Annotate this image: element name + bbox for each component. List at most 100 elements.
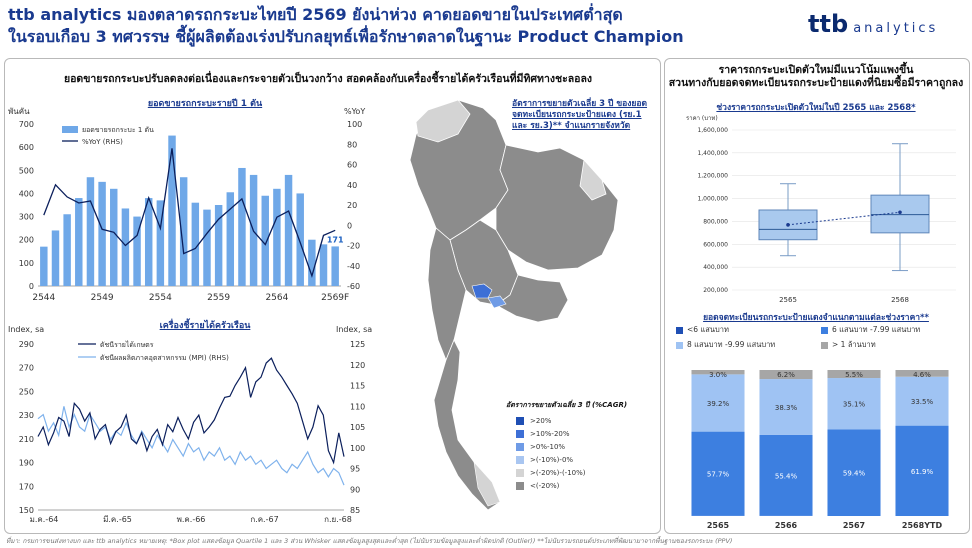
chart2-ylabel: Index, sa xyxy=(8,325,44,334)
chart2-y2tick: 90 xyxy=(350,485,360,494)
chart1-bar xyxy=(98,181,106,286)
chart3-ytick: 800,000 xyxy=(703,218,728,225)
map-legend-label: >(-20%)-(-10%) xyxy=(530,468,586,477)
chart1-bar xyxy=(51,230,60,286)
chart4-legend-swatch xyxy=(676,341,683,349)
chart1-y2label: %YoY xyxy=(344,107,365,116)
chart1-ytick: 400 xyxy=(19,189,34,198)
chart4-legend-item: 8 แสนบาท -9.99 แสนบาท xyxy=(676,339,821,351)
chart2-ytick: 170 xyxy=(19,482,34,491)
chart3-ytick: 1,000,000 xyxy=(697,196,728,203)
map-legend-item: >0%-10% xyxy=(516,440,656,453)
chart1-bar xyxy=(296,193,304,286)
chart4-svg: 0.1%57.7%39.2%3.0%25650.1%55.4%38.3%6.2%… xyxy=(691,370,949,530)
chart3-ytick: 1,200,000 xyxy=(697,173,728,180)
chart4-legend-item: > 1 ล้านบาท xyxy=(821,339,966,351)
chart1-bar xyxy=(284,174,293,286)
chart4-segment xyxy=(827,378,881,430)
map-legend-swatch xyxy=(516,455,524,464)
right-panel-heading: ราคารถกระบะเปิดตัวใหม่มีแนวโน้มแพงขึ้น ส… xyxy=(668,64,964,90)
chart1-legend-bar-label: ยอดขายรถกระบะ 1 ตัน xyxy=(82,126,154,134)
chart2-ytick: 150 xyxy=(19,506,34,515)
right-heading-line-2: สวนทางกับยอดจดทะเบียนรถกระบะป้ายแดงที่นิ… xyxy=(668,77,964,89)
map-north-light-area xyxy=(415,99,471,143)
left-panel-heading: ยอดขายรถกระบะปรับลดลงต่อเนื่องและกระจายต… xyxy=(63,73,593,85)
chart1-bar xyxy=(179,177,188,286)
right-heading-line-1: ราคารถกระบะเปิดตัวใหม่มีแนวโน้มแพงขึ้น xyxy=(718,64,914,76)
chart1-annotation: 171 xyxy=(327,235,344,244)
map-legend-swatch xyxy=(516,416,524,425)
map-legend-swatch xyxy=(516,468,524,477)
chart4-data-label: 39.2% xyxy=(707,400,730,408)
chart2-ytick: 210 xyxy=(19,435,34,444)
chart1-bar xyxy=(40,246,48,286)
chart1-bar xyxy=(121,208,130,286)
title-line-1: ttb analytics มองตลาดรถกระบะไทยปี 2569 ย… xyxy=(8,5,623,24)
chart2-xtick: พ.ค.-66 xyxy=(177,515,206,524)
chart4-legend-item: <6 แสนบาท xyxy=(676,324,821,336)
chart2-ytick: 290 xyxy=(19,340,34,349)
chart4-segment xyxy=(759,434,813,516)
thailand-map xyxy=(409,99,619,511)
chart2-y2tick: 110 xyxy=(350,402,365,411)
chart1-ytick: 600 xyxy=(19,143,34,152)
chart1-ylabel: พันคัน xyxy=(8,107,30,116)
chart3-xtick: 2568 xyxy=(891,296,909,304)
chart4-legend: <6 แสนบาท 6 แสนบาท -7.99 แสนบาท 8 แสนบาท -… xyxy=(676,324,966,351)
chart1-y2tick: -40 xyxy=(347,262,360,271)
chart1-bar xyxy=(168,135,176,286)
chart2-y2label: Index, sa xyxy=(336,325,372,334)
map-legend-label: >(-10%)-0% xyxy=(530,455,574,464)
chart1-bar xyxy=(226,192,235,286)
map-legend-swatch xyxy=(516,481,524,490)
chart2-y2tick: 85 xyxy=(350,506,360,515)
chart3-ytick: 400,000 xyxy=(703,264,728,271)
map-highlight-provinces xyxy=(471,283,493,299)
chart2-legend-s2-label: ดัชนีผลผลิตภาคอุตสาหกรรม (MPI) (RHS) xyxy=(100,354,229,362)
chart1-bar xyxy=(86,177,95,286)
chart4-segment xyxy=(691,431,745,516)
chart4-xtick: 2567 xyxy=(843,521,865,530)
title-line-2: ในรอบเกือบ 3 ทศวรรษ ชี้ผู้ผลิตต้องเร่งปร… xyxy=(8,27,684,46)
chart1-y2tick: 40 xyxy=(347,181,357,190)
chart4-segment xyxy=(895,370,949,377)
chart4-xtick: 2566 xyxy=(775,521,798,530)
chart1-bar xyxy=(110,188,118,286)
chart1-xtick: 2569F xyxy=(321,293,349,303)
chart1-y2tick: 80 xyxy=(347,140,357,149)
chart1-title: ยอดขายรถกระบะรายปี 1 ตัน xyxy=(147,99,263,109)
chart1-xtick: 2549 xyxy=(91,293,114,303)
chart1-bar xyxy=(214,205,223,286)
chart1-bar xyxy=(319,244,328,286)
chart1-bar xyxy=(75,198,83,286)
chart4-data-label: 35.1% xyxy=(843,401,866,409)
chart1-xtick: 2559 xyxy=(207,293,230,303)
chart1-y2tick: 100 xyxy=(347,120,362,129)
map-legend-item: >20% xyxy=(516,414,656,427)
chart4-segment xyxy=(691,374,745,432)
chart1-ytick: 300 xyxy=(19,213,34,222)
chart1-bar xyxy=(273,188,281,286)
map-legend-item: <(-20%) xyxy=(516,479,656,492)
footnote: ที่มา: กรมการขนส่งทางบก และ ttb analytic… xyxy=(6,537,733,545)
chart4-legend-label: > 1 ล้านบาท xyxy=(832,340,876,349)
chart1-ytick: 100 xyxy=(19,259,34,268)
chart4-data-label: 59.4% xyxy=(843,470,866,478)
chart3-title: ช่วงราคารถกระบะเปิดตัวใหม่ในปี 2565 และ … xyxy=(716,103,916,113)
chart1-legend-line-label: %YoY (RHS) xyxy=(82,138,123,146)
logo-brand: ttb xyxy=(808,10,849,38)
chart3-ytick: 1,600,000 xyxy=(697,127,728,134)
chart3-xtick: 2565 xyxy=(779,296,797,304)
chart4-segment xyxy=(691,370,745,375)
chart2-farm-income-line xyxy=(37,357,345,465)
chart2-title: เครื่องชี้รายได้ครัวเรือน xyxy=(159,321,251,331)
chart1-ytick: 200 xyxy=(19,236,34,245)
map-legend-label: >20% xyxy=(530,416,552,425)
chart1-xtick: 2564 xyxy=(265,293,288,303)
chart4-segment xyxy=(827,370,881,379)
map-legend: >20% >10%-20% >0%-10% >(-10%)-0% >(-20%)-(-1… xyxy=(516,414,656,492)
chart1-bar xyxy=(331,246,339,286)
chart4-data-label: 61.9% xyxy=(911,468,934,476)
chart2-xtick: ก.ค.-67 xyxy=(250,515,278,524)
chart1-ytick: 0 xyxy=(29,282,34,291)
